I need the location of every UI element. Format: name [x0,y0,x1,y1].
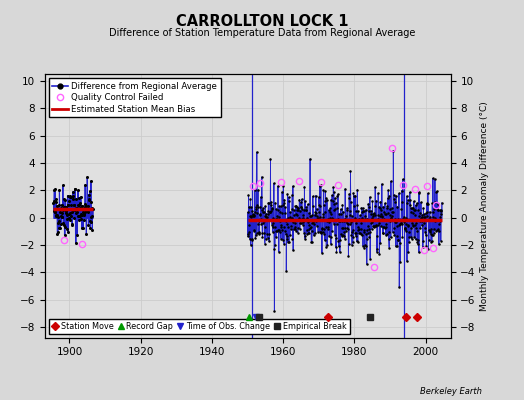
Text: Difference of Station Temperature Data from Regional Average: Difference of Station Temperature Data f… [109,28,415,38]
Y-axis label: Monthly Temperature Anomaly Difference (°C): Monthly Temperature Anomaly Difference (… [480,101,489,311]
Text: Berkeley Earth: Berkeley Earth [420,387,482,396]
Text: CARROLLTON LOCK 1: CARROLLTON LOCK 1 [176,14,348,29]
Legend: Station Move, Record Gap, Time of Obs. Change, Empirical Break: Station Move, Record Gap, Time of Obs. C… [49,318,350,334]
